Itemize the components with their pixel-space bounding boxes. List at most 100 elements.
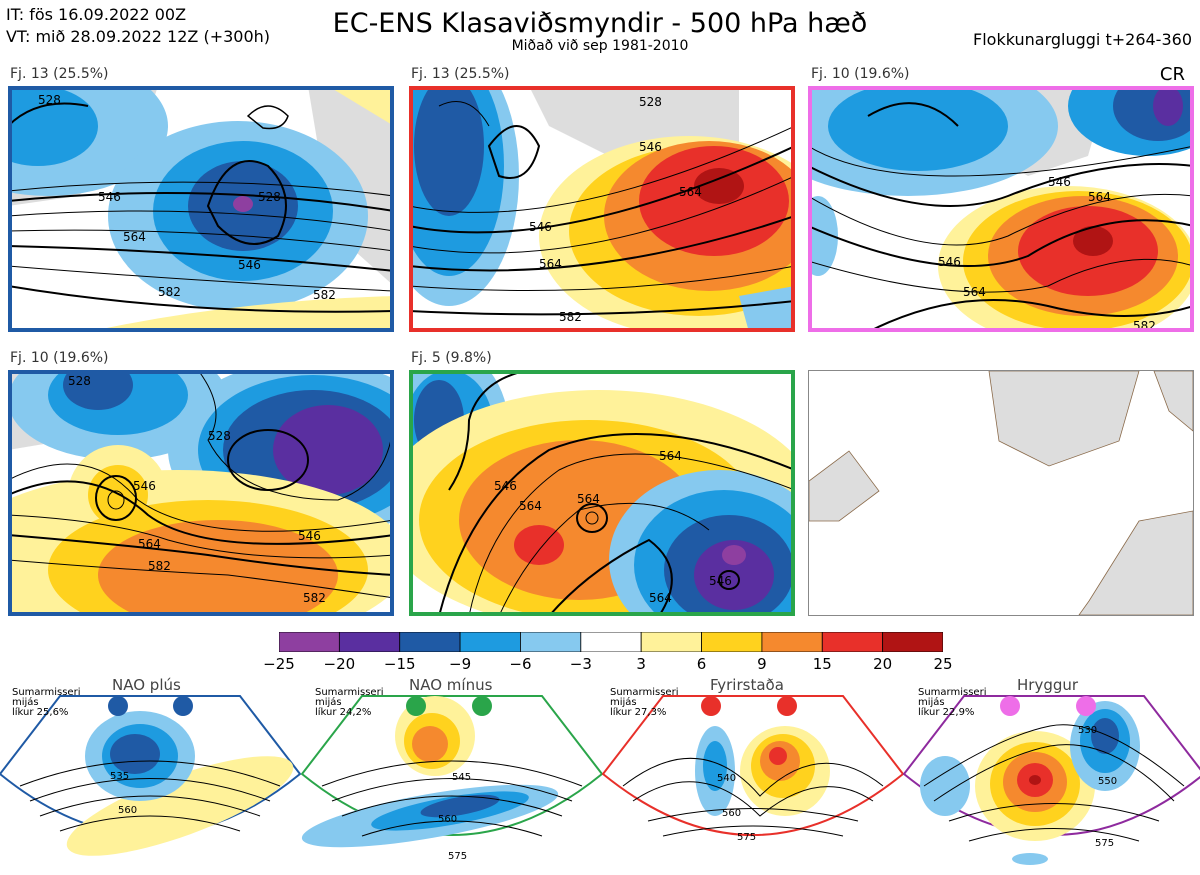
regime-contour: 535 bbox=[110, 771, 129, 782]
chart-subtitle: Miðað við sep 1981-2010 bbox=[511, 38, 689, 54]
regime-contour: 560 bbox=[722, 808, 741, 819]
contour-label: 564 bbox=[539, 257, 562, 271]
colorbar-segment bbox=[761, 631, 823, 653]
panel-5-frame bbox=[409, 370, 795, 616]
colorbar-segment bbox=[701, 631, 763, 653]
contour-label: 546 bbox=[1048, 175, 1071, 189]
contour-label: 564 bbox=[1088, 190, 1111, 204]
contour-label: 546 bbox=[98, 190, 121, 204]
panel-4-label: Fj. 10 (19.6%) bbox=[10, 350, 109, 366]
regime-note-ridge: Sumarmisseri mijás líkur 22,9% bbox=[918, 688, 986, 718]
regime-fan-nao-plus: 535 560 bbox=[0, 695, 302, 856]
note-line: mijás bbox=[918, 697, 945, 708]
panel-1-label: Fj. 13 (25.5%) bbox=[10, 66, 109, 82]
chart-title: EC-ENS Klasaviðsmyndir - 500 hPa hæð bbox=[332, 8, 868, 39]
note-line: líkur 22,9% bbox=[918, 707, 975, 718]
colorbar-tick-label: −3 bbox=[569, 655, 592, 673]
colorbar-segment bbox=[459, 631, 521, 653]
contour-label: 546 bbox=[709, 574, 732, 588]
cluster-panel-4: 528 528 546 546 564 582 582 bbox=[8, 370, 394, 616]
note-line: mijás bbox=[610, 697, 637, 708]
colorbar-tick-label: −9 bbox=[449, 655, 472, 673]
contour-label: 564 bbox=[659, 449, 682, 463]
contour-label: 564 bbox=[577, 492, 600, 506]
note-line: Sumarmisseri bbox=[918, 687, 987, 698]
note-line: líkur 24,2% bbox=[315, 707, 372, 718]
colorbar-segment bbox=[821, 631, 884, 653]
panel-3-frame bbox=[808, 86, 1194, 332]
regime-fan-ridge: 530 550 575 bbox=[902, 695, 1200, 865]
contour-label: 528 bbox=[38, 93, 61, 107]
regime-note-nao-minus: Sumarmisseri mijás líkur 24,2% bbox=[315, 688, 383, 718]
note-line: Sumarmisseri bbox=[610, 687, 679, 698]
cr-label: CR bbox=[1159, 64, 1185, 85]
regime-title-blocking: Fyrirstaða bbox=[710, 676, 784, 694]
regime-contour: 560 bbox=[438, 814, 457, 825]
colorbar bbox=[278, 631, 944, 653]
contour-label: 582 bbox=[158, 285, 181, 299]
colorbar-segment bbox=[640, 631, 702, 653]
panel-4-frame bbox=[8, 370, 394, 616]
contour-label: 564 bbox=[649, 591, 672, 605]
panel-2-label: Fj. 13 (25.5%) bbox=[411, 66, 510, 82]
panel-2-frame bbox=[409, 86, 795, 332]
contour-label: 528 bbox=[208, 429, 231, 443]
vt-line: VT: mið 28.09.2022 12Z (+300h) bbox=[6, 27, 271, 46]
regime-contour: 560 bbox=[118, 805, 137, 816]
cluster-panel-3: 546 546 564 564 582 bbox=[808, 86, 1194, 332]
colorbar-tick-label: −25 bbox=[263, 655, 295, 673]
colorbar-segment bbox=[580, 631, 642, 653]
regime-row: 535 560 545 560 575 bbox=[0, 676, 1200, 871]
cluster-panel-2: 528 546 546 564 564 582 bbox=[409, 86, 795, 332]
contour-label: 528 bbox=[258, 190, 281, 204]
cluster-panel-5: 564 546 564 564 546 564 bbox=[409, 370, 795, 616]
contour-label: 546 bbox=[938, 255, 961, 269]
contour-label: 546 bbox=[298, 529, 321, 543]
regime-note-blocking: Sumarmisseri mijás líkur 27,3% bbox=[610, 688, 678, 718]
colorbar-tick-label: 15 bbox=[812, 655, 832, 673]
colorbar-tick-label: 6 bbox=[696, 655, 707, 673]
colorbar-segment bbox=[882, 631, 944, 653]
panel-5-label: Fj. 5 (9.8%) bbox=[411, 350, 492, 366]
it-line: IT: fös 16.09.2022 00Z bbox=[6, 5, 187, 24]
regime-contour: 575 bbox=[1095, 838, 1114, 849]
classification-window: Flokkunargluggi t+264-360 bbox=[973, 30, 1192, 49]
header-info: IT: fös 16.09.2022 00Z VT: mið 28.09.202… bbox=[6, 4, 270, 48]
base-map-panel bbox=[808, 370, 1194, 616]
note-line: mijás bbox=[12, 697, 39, 708]
colorbar-segment bbox=[520, 631, 582, 653]
regime-note-nao-plus: Sumarmisseri mijás líkur 25,6% bbox=[12, 688, 80, 718]
colorbar-tick-label: 20 bbox=[873, 655, 893, 673]
regime-contour: 550 bbox=[1098, 776, 1117, 787]
contour-label: 546 bbox=[529, 220, 552, 234]
note-line: Sumarmisseri bbox=[315, 687, 384, 698]
colorbar-tick-label: −20 bbox=[323, 655, 356, 673]
note-line: mijás bbox=[315, 697, 342, 708]
contour-label: 564 bbox=[679, 185, 702, 199]
colorbar-segment bbox=[399, 631, 461, 653]
regime-contour: 540 bbox=[717, 773, 736, 784]
contour-label: 564 bbox=[963, 285, 986, 299]
regime-fan-blocking: 540 560 575 bbox=[601, 695, 905, 843]
contour-label: 582 bbox=[148, 559, 171, 573]
colorbar-segment bbox=[278, 631, 340, 653]
contour-label: 564 bbox=[123, 230, 146, 244]
contour-label: 546 bbox=[494, 479, 517, 493]
colorbar-tick-label: 9 bbox=[757, 655, 767, 673]
contour-label: 528 bbox=[68, 374, 91, 388]
regime-contour: 575 bbox=[448, 851, 467, 862]
colorbar-tick-label: −15 bbox=[383, 655, 416, 673]
regime-fan-nao-minus: 545 560 575 bbox=[300, 695, 604, 862]
regime-contour: 575 bbox=[737, 832, 756, 843]
contour-label: 546 bbox=[133, 479, 156, 493]
note-line: Sumarmisseri bbox=[12, 687, 81, 698]
cluster-panel-1: 528 528 546 564 546 582 582 bbox=[8, 86, 394, 332]
panel-3-label: Fj. 10 (19.6%) bbox=[811, 66, 910, 82]
regime-contour: 545 bbox=[452, 772, 471, 783]
note-line: líkur 27,3% bbox=[610, 707, 667, 718]
contour-label: 582 bbox=[559, 310, 582, 324]
contour-label: 546 bbox=[639, 140, 662, 154]
contour-label: 564 bbox=[138, 537, 161, 551]
colorbar-segment bbox=[338, 631, 401, 653]
contour-label: 546 bbox=[238, 258, 261, 272]
